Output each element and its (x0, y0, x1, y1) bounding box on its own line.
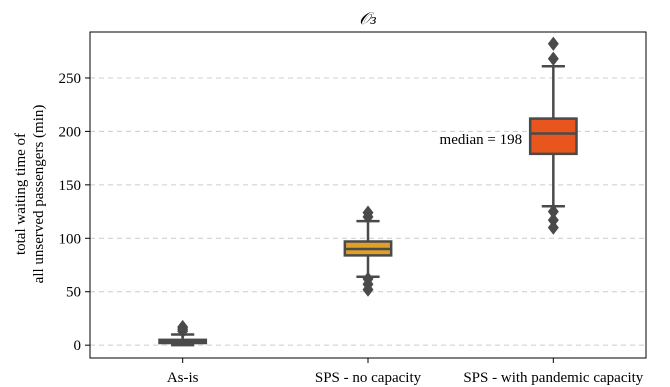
axes: 0 50 100 150 200 250 As-is SPS - no capacity SPS… (59, 71, 644, 386)
y-axis-label-line-2: all unserved passengers (min) (31, 105, 47, 284)
x-tick-label-0: As-is (167, 370, 199, 386)
box-2 (528, 117, 578, 156)
flier-1-4 (362, 205, 374, 220)
box-group-1 (343, 205, 393, 297)
y-axis-label-line-1: total waiting time of (13, 133, 29, 255)
annotation-0: median = 198 (440, 132, 523, 148)
y-axis-label: total waiting time of all unserved passe… (13, 105, 47, 284)
y-tick-label-250: 250 (59, 71, 82, 87)
flier-2-3 (547, 51, 559, 66)
y-tick-label-50: 50 (66, 285, 81, 301)
box-group-2 (528, 36, 578, 235)
y-tick-label-0: 0 (74, 338, 82, 354)
flier-2-4 (547, 36, 559, 51)
chart-title: 𝒪₃ (359, 9, 377, 29)
flier-2-1 (547, 212, 559, 228)
plot-frame (89, 31, 647, 359)
x-tick-label-2: SPS - with pandemic capacity (463, 370, 643, 386)
flier-0-2 (177, 319, 189, 335)
flier-1-2 (362, 271, 374, 287)
x-tick-label-1: SPS - no capacity (315, 370, 422, 386)
flier-2-2 (547, 204, 559, 219)
box-group-0 (158, 319, 208, 347)
y-tick-label-200: 200 (59, 124, 82, 140)
flier-2-0 (547, 220, 559, 235)
plot-area (158, 36, 578, 347)
y-tick-label-100: 100 (59, 231, 82, 247)
y-tick-label-150: 150 (59, 178, 82, 194)
annotations: median = 198 (440, 132, 523, 148)
